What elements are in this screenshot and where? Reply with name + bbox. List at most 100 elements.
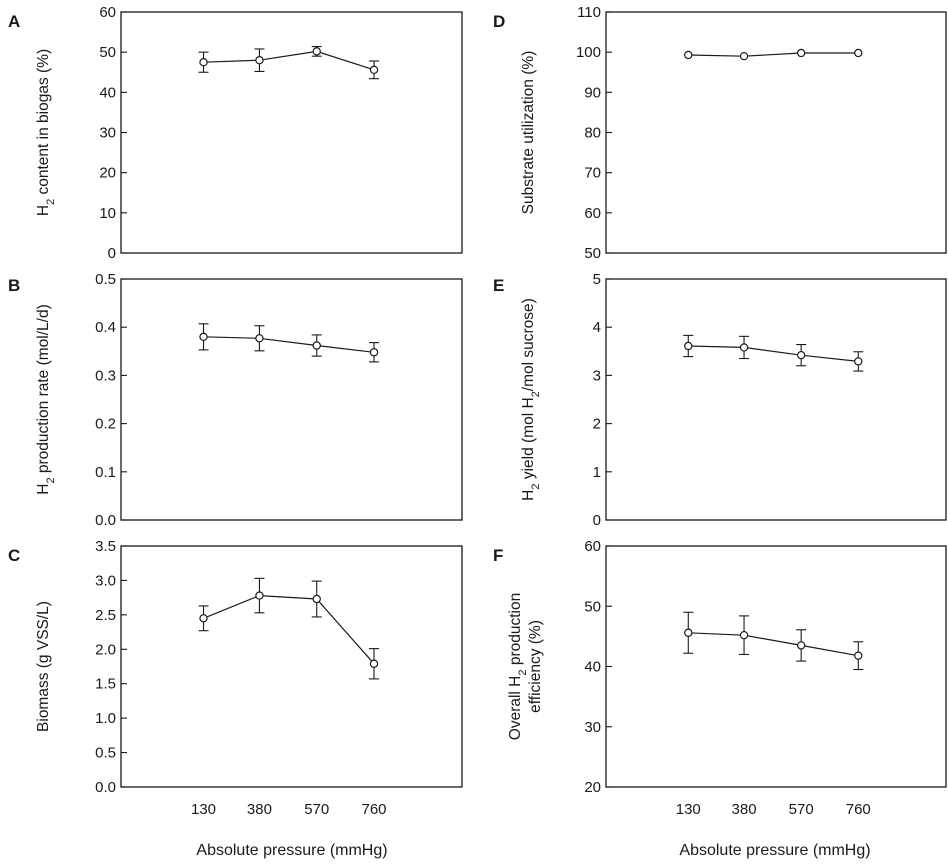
x-tick-label: 760 — [846, 801, 871, 818]
y-tick-label: 1.5 — [95, 676, 116, 693]
panel-c: C 0.0 0.5 1.0 1.5 2.0 2.5 3.0 3.5 Biomass (g VSS/… — [8, 538, 463, 859]
panel-letter: B — [8, 276, 20, 295]
y-tick-label: 3.0 — [95, 572, 116, 589]
series-line — [688, 52, 859, 57]
y-tick-label: 50 — [584, 245, 601, 262]
data-point — [255, 56, 264, 65]
y-tick-label: 0.3 — [95, 367, 116, 384]
y-tick-label: 2.0 — [95, 641, 116, 658]
series-line — [203, 50, 375, 71]
panel-letter: E — [493, 276, 504, 295]
data-point — [369, 659, 379, 668]
y-axis-label: H2 production rate (mol/L/d) — [35, 304, 57, 495]
data-point — [199, 58, 208, 67]
plot-frame — [605, 545, 947, 788]
data-point — [796, 48, 806, 58]
data-point — [739, 343, 749, 352]
data-point — [369, 65, 379, 75]
x-tick-label: 380 — [732, 801, 757, 818]
x-tick-label: 570 — [789, 801, 814, 818]
y-tick-label: 40 — [584, 659, 601, 676]
y-tick-label: 0.0 — [95, 779, 116, 796]
y-axis-label: Biomass (g VSS/L) — [35, 601, 52, 732]
panel-letter: A — [8, 12, 20, 31]
data-point — [684, 341, 693, 351]
data-point — [854, 357, 863, 366]
data-point — [312, 594, 321, 604]
x-tick-label: 130 — [191, 801, 216, 818]
panel-letter: D — [493, 12, 505, 31]
panel-letter: C — [8, 546, 20, 565]
x-tick-label: 760 — [362, 801, 387, 818]
x-tick-label: 380 — [247, 801, 272, 818]
plot-frame — [120, 11, 463, 254]
y-tick-label: 80 — [584, 125, 601, 142]
data-point — [199, 332, 208, 342]
panel-b: B 0.0 0.1 0.2 0.3 0.4 0.5 H2 production rate (m… — [8, 271, 463, 529]
y-tick-label: 60 — [584, 538, 601, 555]
data-point — [854, 651, 863, 660]
y-tick-label: 3.5 — [95, 538, 116, 555]
y-tick-label: 0.2 — [95, 416, 116, 433]
series-line — [203, 336, 375, 353]
y-tick-label: 60 — [584, 205, 601, 222]
y-tick-label: 110 — [577, 4, 601, 21]
data-point — [312, 47, 321, 56]
data-point — [796, 350, 806, 360]
y-tick-label: 0.0 — [95, 512, 116, 529]
panel-a: A 0 10 20 30 40 50 60 H2 content in biogas (%) — [8, 4, 463, 262]
y-tick-label: 3 — [593, 367, 601, 384]
y-tick-label: 0.4 — [95, 319, 116, 336]
y-tick-label: 10 — [99, 205, 116, 222]
y-tick-label: 70 — [584, 165, 601, 182]
y-tick-label: 2 — [593, 416, 601, 433]
y-tick-label: 60 — [99, 4, 116, 21]
panel-letter: F — [493, 546, 503, 565]
data-point — [199, 614, 208, 623]
y-tick-label: 50 — [99, 44, 116, 61]
y-tick-label: 20 — [584, 779, 601, 796]
y-tick-label: 30 — [584, 719, 601, 736]
data-point — [312, 341, 321, 350]
y-tick-label: 0.1 — [95, 464, 116, 481]
data-point — [854, 48, 863, 58]
data-point — [739, 630, 749, 640]
y-tick-label: 20 — [99, 165, 116, 182]
y-axis-label: H2 content in biogas (%) — [35, 49, 57, 216]
y-tick-label: 90 — [584, 84, 601, 101]
plot-frame — [120, 545, 463, 788]
series-line — [688, 345, 859, 362]
y-tick-label: 1 — [593, 464, 601, 481]
data-point — [796, 641, 806, 650]
y-tick-label: 4 — [593, 319, 601, 336]
y-tick-label: 50 — [584, 598, 601, 615]
data-point — [369, 348, 379, 357]
y-tick-label: 30 — [99, 125, 116, 142]
y-tick-label: 2.5 — [95, 607, 116, 624]
data-point — [255, 334, 264, 343]
data-point — [684, 628, 693, 637]
panel-d: D 50 60 70 80 90 100 110 Substrate utilization (… — [493, 4, 947, 262]
x-tick-label: 570 — [304, 801, 329, 818]
y-axis-label: efficiency (%) — [527, 620, 544, 713]
x-axis-label: Absolute pressure (mmHg) — [679, 842, 870, 859]
series-line — [688, 632, 859, 657]
y-tick-label: 0.5 — [95, 745, 116, 762]
x-tick-label: 130 — [676, 801, 701, 818]
data-point — [684, 50, 693, 60]
y-axis-label: Overall H2 production — [507, 593, 529, 740]
plot-frame — [120, 278, 463, 521]
y-tick-label: 0.5 — [95, 271, 116, 288]
plot-frame — [605, 11, 947, 254]
y-tick-label: 5 — [593, 271, 601, 288]
y-tick-label: 100 — [576, 44, 601, 61]
y-axis-label: Substrate utilization (%) — [520, 51, 537, 215]
series-line — [203, 594, 375, 665]
y-tick-label: 1.0 — [95, 710, 116, 727]
panel-f: F 20 30 40 50 60 Overall H2 production efficien… — [493, 538, 947, 859]
panel-e: E 0 1 2 3 4 5 H2 yield (mol H2/mol sucrose) — [493, 271, 947, 529]
data-point — [255, 591, 264, 600]
y-tick-label: 0 — [593, 512, 601, 529]
y-tick-label: 0 — [108, 245, 116, 262]
